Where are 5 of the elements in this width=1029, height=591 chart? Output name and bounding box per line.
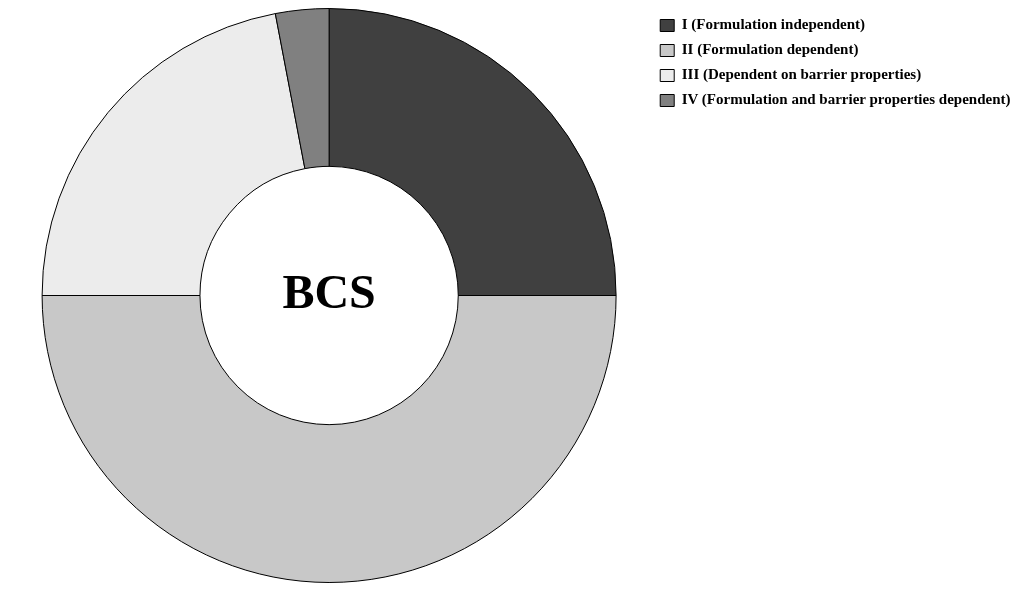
text: BCS <box>282 264 376 318</box>
legend-label: IV (Formulation and barrier properties dependent) <box>681 91 1011 109</box>
legend-label: III (Dependent on barrier properties) <box>681 66 922 84</box>
legend-label: II (Formulation dependent) <box>681 41 859 59</box>
legend-label: I (Formulation independent) <box>681 16 866 34</box>
